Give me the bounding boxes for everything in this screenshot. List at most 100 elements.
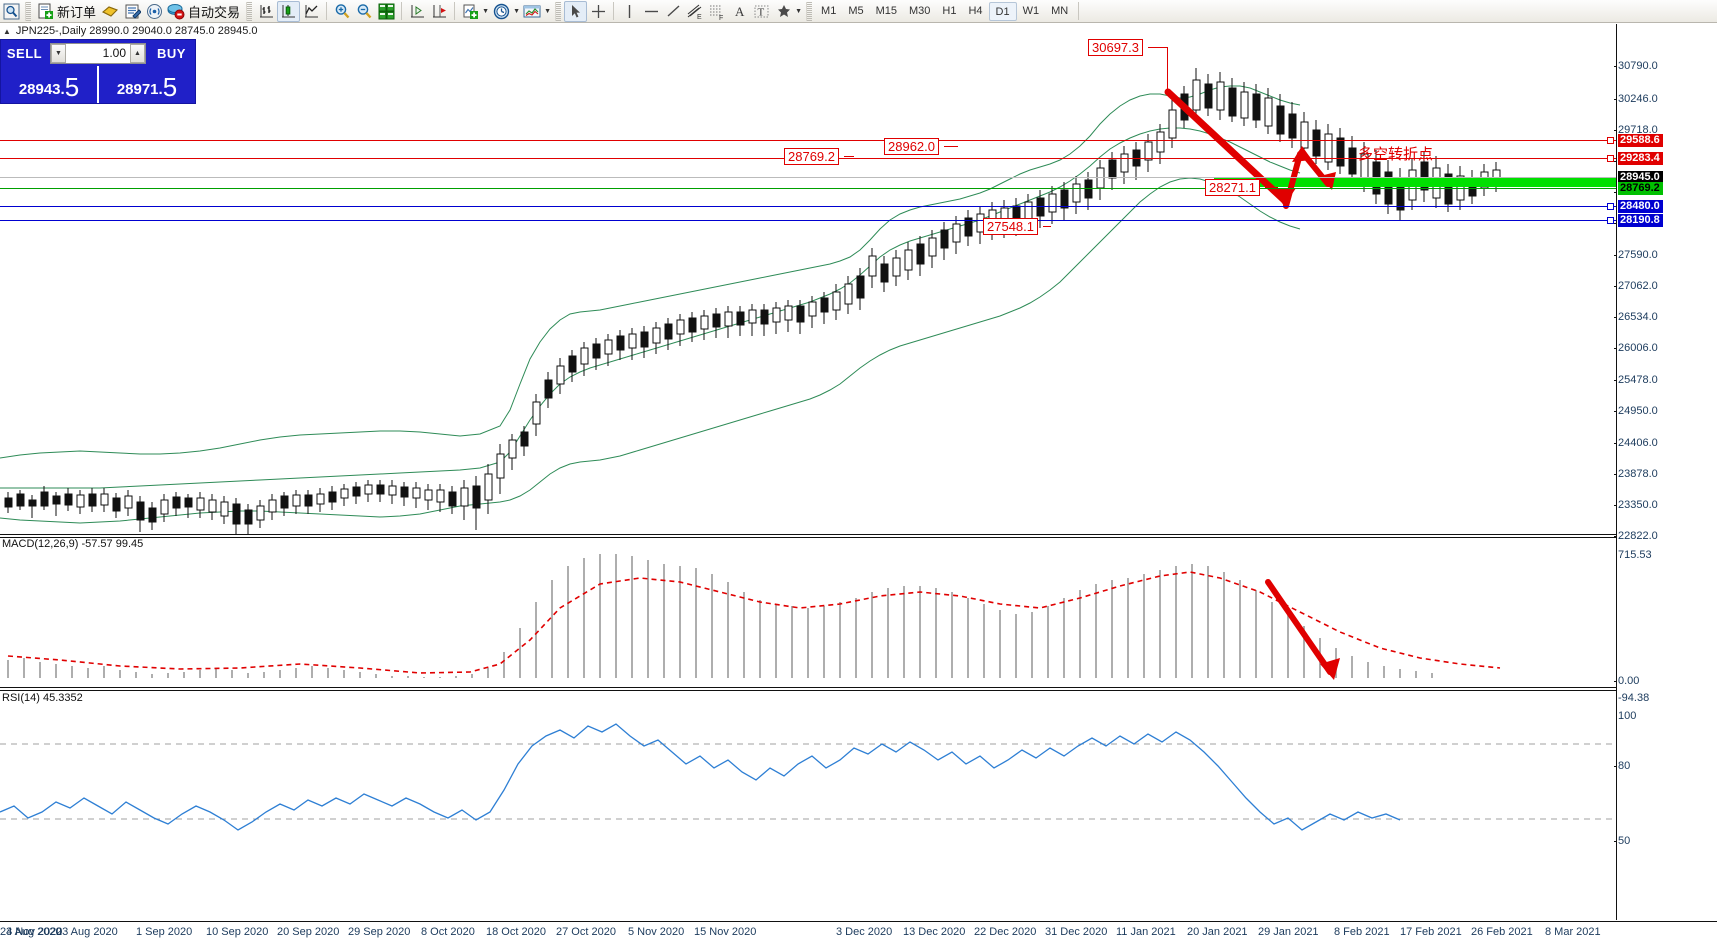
- crosshair-button[interactable]: [587, 1, 609, 22]
- equidistant-channel-button[interactable]: E: [684, 1, 706, 22]
- price-label-28480[interactable]: 28480.0: [1618, 200, 1663, 213]
- main-toolbar: 新订单 自动交易: [0, 0, 1717, 23]
- new-order-label: 新订单: [57, 4, 97, 20]
- tab-timeframe-m30[interactable]: M30: [909, 4, 931, 17]
- rsi-line: [0, 723, 1401, 831]
- price-label-29588[interactable]: 29588.6: [1618, 134, 1663, 147]
- x-tick: 17 Feb 2021: [1400, 926, 1462, 938]
- auto-scroll-button[interactable]: [406, 1, 428, 22]
- horizontal-line-button[interactable]: [640, 1, 662, 22]
- rsi-chart-canvas[interactable]: [0, 694, 1616, 854]
- trendline-button[interactable]: [662, 1, 684, 22]
- candlestick-chart-button[interactable]: [277, 0, 301, 22]
- add-indicator-button[interactable]: [459, 1, 481, 22]
- oct-top-row: SELL ▼ 1.00 ▲ BUY: [1, 40, 195, 66]
- volume-decrement-button[interactable]: ▼: [51, 43, 66, 63]
- price-label-29283[interactable]: 29283.4: [1618, 152, 1663, 165]
- autotrading-button[interactable]: [165, 1, 187, 22]
- macd-rsi-separator: [0, 687, 1617, 688]
- text-a-button[interactable]: A: [728, 1, 750, 22]
- time-axis[interactable]: 3 Aug 2020 23 Aug 2020 1 Sep 2020 10 Sep…: [0, 921, 1717, 946]
- price-chart-canvas[interactable]: [0, 24, 1616, 534]
- arrow-cursor-button[interactable]: [564, 0, 588, 22]
- x-tick: 20 Jan 2021: [1187, 926, 1248, 938]
- arrows-chevron-down-icon[interactable]: ▼: [795, 7, 802, 15]
- vertical-line-button[interactable]: [618, 1, 640, 22]
- x-tick: 3 Dec 2020: [836, 926, 893, 938]
- signals-button[interactable]: [143, 1, 165, 22]
- zoom-out-button[interactable]: [353, 1, 375, 22]
- tile-windows-button[interactable]: [375, 1, 397, 22]
- tab-timeframe-m1[interactable]: M1: [821, 4, 837, 17]
- volume-increment-button[interactable]: ▲: [130, 43, 145, 63]
- periods-button[interactable]: [490, 1, 512, 22]
- chart-shift-button[interactable]: [428, 1, 450, 22]
- volume-stepper[interactable]: ▼ 1.00 ▲: [50, 42, 146, 64]
- level-handle-28480[interactable]: [1607, 203, 1614, 210]
- tab-timeframe-w1[interactable]: W1: [1022, 4, 1040, 17]
- price-label-28769-support[interactable]: 28769.2: [1618, 182, 1663, 195]
- buy-price[interactable]: 28971 . 5: [99, 66, 195, 103]
- level-handle-29588[interactable]: [1607, 137, 1614, 144]
- x-tick: 10 Sep 2020: [206, 926, 269, 938]
- macd-chart-canvas[interactable]: [0, 540, 1616, 688]
- toolbar-separator-7: [613, 2, 615, 20]
- tab-timeframe-h4[interactable]: H4: [968, 4, 983, 17]
- tab-timeframe-mn[interactable]: MN: [1051, 4, 1069, 17]
- annotation-tag-28769[interactable]: 28769.2: [784, 148, 839, 165]
- indicators-chevron-down-icon[interactable]: ▼: [482, 7, 489, 15]
- one-click-trading-panel: SELL ▼ 1.00 ▲ BUY 28943 . 5 28971 . 5: [0, 39, 196, 104]
- volume-value[interactable]: 1.00: [102, 46, 126, 60]
- templates-button[interactable]: [521, 1, 543, 22]
- level-handle-28190[interactable]: [1607, 217, 1614, 224]
- x-tick: 8 Feb 2021: [1334, 926, 1390, 938]
- metaeditor-button[interactable]: [121, 1, 143, 22]
- annotation-leader-28962: [944, 146, 958, 147]
- price-label-28190[interactable]: 28190.8: [1618, 214, 1663, 227]
- sell-button[interactable]: SELL: [6, 45, 43, 61]
- x-tick: 13 Dec 2020: [903, 926, 966, 938]
- buy-button[interactable]: BUY: [157, 45, 186, 61]
- level-line-28769-support[interactable]: [0, 188, 1616, 189]
- price-macd-separator: [0, 534, 1617, 535]
- level-line-29588[interactable]: [0, 140, 1616, 141]
- annotation-tag-30697[interactable]: 30697.3: [1088, 39, 1143, 56]
- annotation-tag-28271[interactable]: 28271.1: [1205, 179, 1260, 196]
- chart-area[interactable]: 30790.0 30246.0 29718.0 29190.0 28662.0 …: [0, 24, 1717, 920]
- zoom-in-button[interactable]: [331, 1, 353, 22]
- buy-price-dot: .: [158, 81, 163, 98]
- expert-advisor-button[interactable]: [99, 1, 121, 22]
- annotation-chinese-note: 多空转折点: [1358, 145, 1434, 163]
- bollinger-lower-band: [0, 177, 1301, 524]
- annotation-leader-30697-v: [1167, 47, 1168, 89]
- level-line-28190[interactable]: [0, 220, 1616, 221]
- annotation-tag-28962[interactable]: 28962.0: [884, 138, 939, 155]
- periods-chevron-down-icon[interactable]: ▼: [513, 7, 520, 15]
- bar-chart-button[interactable]: [255, 1, 277, 22]
- market-watch-button[interactable]: [0, 1, 22, 22]
- y-tick-macd: -94.38: [1618, 692, 1650, 704]
- level-line-28480[interactable]: [0, 206, 1616, 207]
- rebound-arrow-down: [1299, 149, 1336, 190]
- templates-chevron-down-icon[interactable]: ▼: [544, 7, 551, 15]
- level-handle-29283[interactable]: [1607, 155, 1614, 162]
- macd-downtrend-arrow: [1265, 579, 1340, 680]
- y-tick: 26006.0: [1614, 342, 1658, 354]
- tab-timeframe-m15[interactable]: M15: [875, 4, 897, 17]
- y-tick-rsi: 80: [1614, 760, 1630, 772]
- text-box-button[interactable]: T: [750, 1, 772, 22]
- sell-price-integer: 28943: [18, 81, 61, 98]
- sell-price[interactable]: 28943 . 5: [1, 66, 97, 103]
- new-order-button[interactable]: [34, 1, 56, 22]
- support-zone-highlight: [1214, 178, 1616, 187]
- toolbar-separator-5: [454, 2, 456, 20]
- fibonacci-button[interactable]: F: [706, 1, 728, 22]
- tab-timeframe-h1[interactable]: H1: [942, 4, 957, 17]
- annotation-tag-27548[interactable]: 27548.1: [983, 218, 1038, 235]
- toolbar-separator-3: [326, 2, 328, 20]
- x-tick: 26 Feb 2021: [1471, 926, 1533, 938]
- arrows-shapes-button[interactable]: [772, 1, 794, 22]
- tab-timeframe-d1[interactable]: D1: [988, 1, 1017, 21]
- line-chart-button[interactable]: [300, 1, 322, 22]
- tab-timeframe-m5[interactable]: M5: [848, 4, 864, 17]
